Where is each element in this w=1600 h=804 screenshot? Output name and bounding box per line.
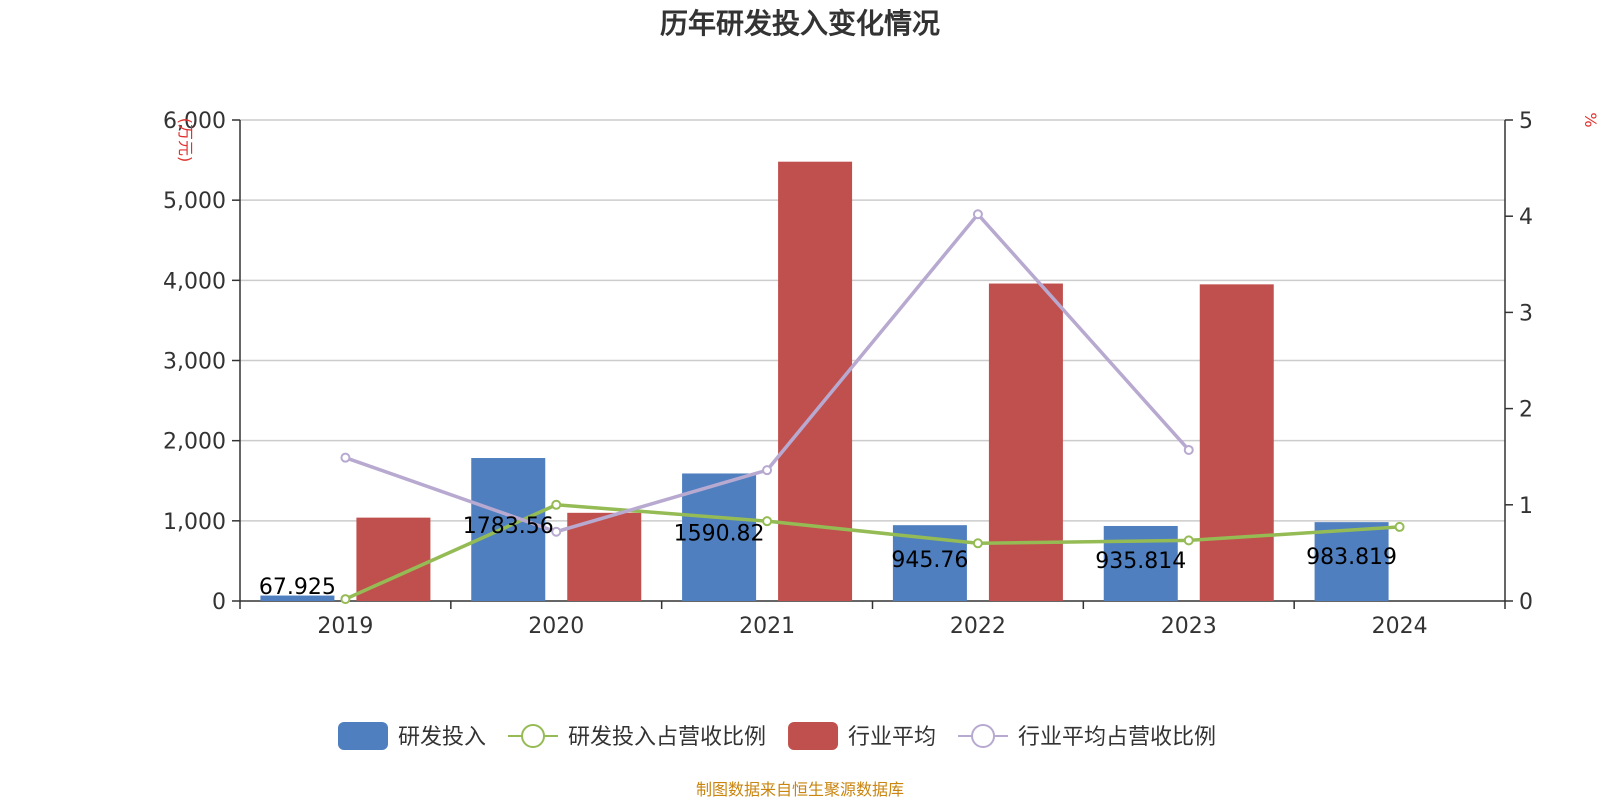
line-point bbox=[1183, 444, 1194, 455]
line-point bbox=[762, 465, 773, 476]
x-axis-tick-label: 2023 bbox=[1161, 614, 1217, 639]
x-axis-tick-label: 2024 bbox=[1372, 614, 1428, 639]
right-axis-tick-label: 3 bbox=[1519, 301, 1533, 326]
left-axis-tick-label: 4,000 bbox=[163, 269, 226, 294]
bar-value-label: 1590.82 bbox=[674, 521, 765, 546]
x-axis-tick-label: 2019 bbox=[317, 614, 373, 639]
legend-swatch bbox=[338, 722, 388, 750]
legend-swatch-marker bbox=[521, 724, 546, 748]
x-axis-tick-label: 2021 bbox=[739, 614, 795, 639]
lines bbox=[340, 209, 1405, 605]
chart-title: 历年研发投入变化情况 bbox=[660, 7, 940, 40]
left-axis-tick-label: 1,000 bbox=[163, 510, 226, 535]
right-axis-unit: % bbox=[1581, 112, 1600, 127]
gridlines bbox=[240, 119, 1505, 522]
left-axis-tick-label: 0 bbox=[212, 590, 226, 615]
left-axis-unit: (万元) bbox=[176, 118, 195, 163]
bar-行业平均 bbox=[988, 283, 1063, 601]
legend: 研发投入 研发投入占营收比例 行业平均 行业平均占营收比例 bbox=[338, 722, 1216, 750]
line-point bbox=[1394, 521, 1405, 532]
x-axis-tick-label: 2020 bbox=[528, 614, 584, 639]
legend-label: 研发投入占营收比例 bbox=[568, 725, 766, 750]
right-axis-tick-label: 5 bbox=[1519, 109, 1533, 134]
legend-label: 行业平均占营收比例 bbox=[1018, 725, 1216, 750]
bars bbox=[260, 161, 1389, 602]
bar-行业平均 bbox=[1199, 284, 1274, 601]
bar-labels: 67.925 1783.56 1590.82 945.76 935.814 983.819 bbox=[259, 514, 1397, 600]
legend-label: 行业平均 bbox=[848, 725, 936, 750]
left-axis-tick-label: 6,000 bbox=[163, 109, 226, 134]
bar-研发投入 bbox=[260, 595, 335, 601]
bar-研发投入 bbox=[471, 458, 546, 601]
line-point bbox=[340, 594, 351, 605]
left-axis-tick-label: 5,000 bbox=[163, 189, 226, 214]
source-note: 制图数据来自恒生聚源数据库 bbox=[696, 780, 904, 799]
right-axis-tick-label: 1 bbox=[1519, 494, 1533, 519]
bar-研发投入 bbox=[1103, 525, 1178, 601]
bar-研发投入 bbox=[1314, 522, 1389, 601]
left-axis-tick-label: 3,000 bbox=[163, 350, 226, 375]
line-point bbox=[972, 209, 983, 220]
legend-swatch-marker bbox=[971, 724, 996, 748]
bar-value-label: 67.925 bbox=[259, 575, 336, 600]
left-axis-tick-label: 2,000 bbox=[163, 430, 226, 455]
line-point bbox=[551, 499, 562, 510]
legend-label: 研发投入 bbox=[398, 725, 486, 750]
line-point bbox=[972, 538, 983, 549]
x-axis-tick-label: 2022 bbox=[950, 614, 1006, 639]
bar-研发投入 bbox=[682, 473, 757, 601]
right-axis-tick-label: 4 bbox=[1519, 205, 1533, 230]
line-point bbox=[762, 516, 773, 527]
line-point bbox=[340, 452, 351, 463]
legend-swatch bbox=[788, 722, 839, 750]
right-axis-tick-label: 0 bbox=[1519, 590, 1533, 615]
bar-value-label: 945.76 bbox=[891, 548, 968, 573]
bar-value-label: 1783.56 bbox=[463, 514, 554, 539]
right-axis-tick-label: 2 bbox=[1519, 398, 1533, 423]
axes: 0 1,000 2,000 3,000 4,000 5,000 6,000 0 1 2 3 4 5 201… bbox=[163, 109, 1533, 639]
bar-value-label: 983.819 bbox=[1306, 545, 1397, 570]
line-point bbox=[1183, 535, 1194, 546]
line-point bbox=[551, 526, 562, 537]
bar-value-label: 935.814 bbox=[1095, 549, 1186, 574]
bar-行业平均 bbox=[567, 512, 642, 601]
